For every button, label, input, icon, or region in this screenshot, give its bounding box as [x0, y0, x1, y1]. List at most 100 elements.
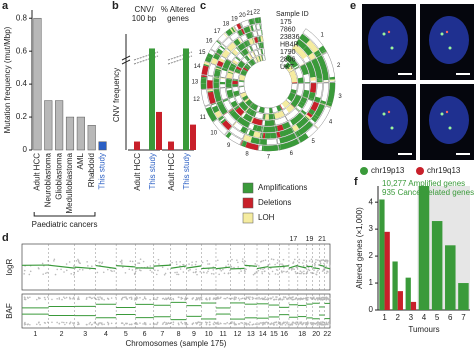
panel-label: b [112, 0, 119, 12]
cnv-segment [264, 114, 266, 120]
probe [170, 298, 173, 301]
cnv-segment [205, 106, 217, 122]
cnv-segment [236, 56, 241, 61]
sample-id: 7860 [280, 26, 296, 33]
cnv-segment [268, 113, 274, 120]
probe [128, 297, 131, 299]
cnv-segment [223, 33, 228, 38]
cnv-segment [216, 66, 222, 70]
probe [264, 296, 266, 298]
chromosome-label: 21 [247, 11, 254, 17]
bar [156, 111, 162, 150]
ring-bg [232, 71, 240, 80]
probe [178, 323, 180, 326]
legend-label: Deletions [258, 198, 291, 207]
ring-bg [240, 19, 250, 28]
cnv-segment [299, 33, 310, 44]
probe [201, 261, 204, 264]
probe [312, 324, 314, 326]
segment [319, 264, 325, 267]
cnv-segment [244, 57, 249, 62]
probe [326, 270, 328, 273]
probe [308, 269, 311, 272]
cnv-segment [317, 79, 323, 81]
probe [244, 270, 246, 273]
probe [167, 268, 169, 270]
cnv-segment [261, 23, 262, 29]
probe [99, 296, 101, 298]
probe [295, 323, 298, 326]
probe [128, 323, 131, 326]
cnv-segment [270, 132, 277, 139]
segment [74, 266, 96, 270]
probe [23, 296, 26, 298]
probe [226, 321, 229, 324]
probe [85, 323, 88, 326]
bar [410, 301, 417, 310]
cnv-segment [221, 68, 228, 72]
cnv-segment [274, 110, 285, 119]
cnv-segment [291, 127, 295, 132]
probe [233, 297, 236, 299]
cnv-segment [252, 18, 255, 24]
probe [91, 265, 93, 267]
probe [139, 258, 142, 260]
cnv-segment [227, 71, 234, 74]
cnv-segment [222, 67, 228, 70]
track-label: logR [5, 259, 14, 276]
probe [238, 323, 241, 325]
legend-label: Amplifications [258, 183, 307, 192]
probe [120, 259, 123, 262]
cnv-segment [295, 107, 301, 112]
probe [58, 297, 61, 299]
probe [258, 322, 260, 325]
probe [89, 321, 92, 324]
probe [154, 298, 156, 301]
cnv-segment [218, 58, 225, 63]
bar [44, 100, 53, 151]
probe [131, 260, 134, 263]
probe [191, 261, 193, 263]
cnv-segment [207, 89, 213, 90]
probe [60, 268, 62, 271]
probe [218, 323, 220, 326]
probe [70, 272, 73, 275]
ring-bg [257, 29, 263, 37]
x-tick-label: Adult HCC [33, 153, 42, 191]
probe [278, 297, 281, 300]
cnv-segment [242, 42, 246, 48]
probe [137, 262, 139, 264]
cnv-segment [295, 108, 300, 112]
cnv-segment [308, 98, 314, 101]
probe [96, 271, 99, 274]
probe [72, 322, 74, 324]
probe [318, 296, 321, 298]
probe [220, 296, 222, 299]
probe [201, 298, 203, 301]
cnv-segment [232, 80, 238, 82]
legend-label: LOH [258, 213, 275, 222]
probe [230, 297, 233, 300]
probe [43, 296, 46, 299]
probe [227, 263, 230, 266]
probe [149, 269, 152, 272]
cnv-segment [253, 51, 256, 57]
probe [229, 269, 231, 272]
probe [238, 272, 240, 274]
probe [138, 269, 141, 271]
probe [195, 297, 198, 299]
probe [326, 259, 328, 262]
probe [220, 269, 223, 272]
ring-bg [288, 49, 306, 67]
cnv-segment [329, 76, 335, 80]
bar [384, 231, 390, 310]
cnv-segment [213, 89, 222, 102]
probe [283, 270, 285, 273]
probe [247, 323, 250, 325]
probe [29, 296, 31, 299]
probe [205, 323, 208, 326]
probe [230, 265, 233, 268]
probe [278, 260, 281, 263]
probe [227, 260, 229, 262]
probe [256, 323, 258, 326]
